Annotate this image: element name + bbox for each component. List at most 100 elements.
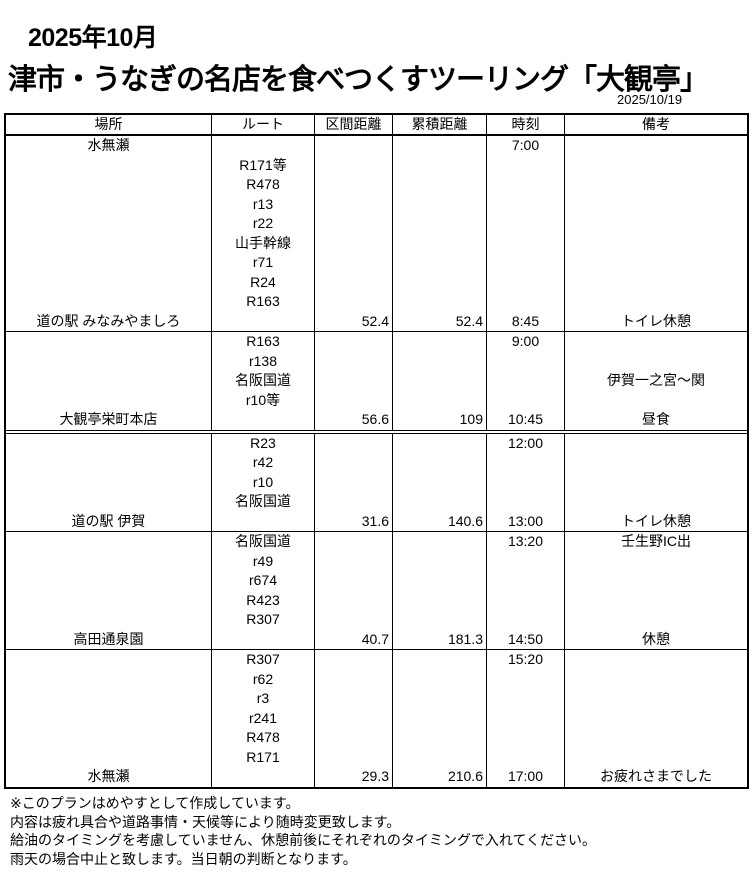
section-distance: 52.4 xyxy=(361,312,389,329)
place-name: 道の駅 伊賀 xyxy=(71,512,146,529)
place-name: 道の駅 みなみやましろ xyxy=(36,312,181,329)
route-item: r10 xyxy=(252,473,274,490)
route-item: R307 xyxy=(246,651,280,667)
header-place: 場所 xyxy=(6,115,212,134)
route-cell: R307 r62 r3 r241 R478 R171 xyxy=(212,650,315,787)
route-item: 名阪国道 xyxy=(235,533,291,549)
note-text: 昼食 xyxy=(642,411,670,427)
route-item: R171等 xyxy=(239,156,287,173)
header-distance: 区間距離 xyxy=(315,115,393,134)
time-value: 9:00 xyxy=(511,333,540,349)
route-item: R171 xyxy=(246,748,280,765)
time-value: 17:00 xyxy=(507,768,544,784)
time-value: 15:20 xyxy=(507,651,544,667)
table-header: 場所 ルート 区間距離 累積距離 時刻 備考 xyxy=(6,115,747,136)
place-name: 大観亭栄町本店 xyxy=(59,411,158,427)
section-distance: 29.3 xyxy=(361,768,389,784)
footnote: 雨天の場合中止と致します。当日朝の判断となります。 xyxy=(10,850,357,867)
route-item: R307 xyxy=(246,611,280,627)
route-item: R23 xyxy=(250,434,276,451)
footnote: 内容は疲れ具合や道路事情・天候等により随時変更致します。 xyxy=(10,813,401,830)
distance-cell: 52.4 xyxy=(315,136,393,331)
time-cell: 15:20 17:00 xyxy=(487,650,565,787)
distance-cell: 56.6 xyxy=(315,332,393,430)
cumulative-cell: 210.6 xyxy=(393,650,487,787)
cumulative-distance: 109 xyxy=(459,411,483,427)
cumulative-cell: 52.4 xyxy=(393,136,487,331)
route-cell: 名阪国道 r49 r674 R423 R307 xyxy=(212,532,315,649)
route-item: r3 xyxy=(256,690,270,706)
route-item: 名阪国道 xyxy=(235,372,291,388)
footnote: ※このプランはめやすとして作成しています。 xyxy=(10,795,300,811)
route-cell: R163 r138 名阪国道 r10等 xyxy=(212,332,315,430)
section-distance: 56.6 xyxy=(361,411,389,427)
place-cell: 高田通泉園 xyxy=(6,532,212,649)
notes-cell: 壬生野IC出 休憩 xyxy=(565,532,747,649)
date-label: 2025/10/19 xyxy=(617,92,683,107)
time-value: 13:00 xyxy=(507,512,544,529)
cumulative-cell: 140.6 xyxy=(393,433,487,531)
route-item: r49 xyxy=(252,552,274,569)
cumulative-cell: 109 xyxy=(393,332,487,430)
route-item: R163 xyxy=(246,293,280,309)
route-item: R163 xyxy=(246,333,280,349)
route-item: r138 xyxy=(248,352,278,369)
notes-cell: 伊賀一之宮～関 昼食 xyxy=(565,332,747,430)
place-cell: 道の駅 伊賀 xyxy=(6,433,212,531)
time-cell: 9:00 10:45 xyxy=(487,332,565,430)
note-text: 壬生野IC出 xyxy=(621,533,691,549)
note-text: トイレ休憩 xyxy=(621,312,691,329)
notes-cell: トイレ休憩 xyxy=(565,136,747,331)
route-item: 名阪国道 xyxy=(235,493,291,509)
route-item: r10等 xyxy=(245,391,281,408)
cumulative-distance: 210.6 xyxy=(447,768,483,784)
route-item: r71 xyxy=(252,254,274,270)
header-cumulative: 累積距離 xyxy=(393,115,487,134)
schedule-table: 場所 ルート 区間距離 累積距離 時刻 備考 水無瀬 道の駅 みなみやましろ R17… xyxy=(4,113,749,789)
note-text: 伊賀一之宮～関 xyxy=(607,372,705,388)
cumulative-distance: 52.4 xyxy=(455,312,483,329)
time-value: 13:20 xyxy=(507,533,544,549)
time-value: 8:45 xyxy=(511,312,540,329)
cumulative-distance: 181.3 xyxy=(447,630,483,647)
time-value: 12:00 xyxy=(507,434,544,451)
route-item: R24 xyxy=(250,273,276,290)
place-cell: 大観亭栄町本店 xyxy=(6,332,212,430)
notes-cell: トイレ休憩 xyxy=(565,434,747,532)
header-time: 時刻 xyxy=(487,115,565,134)
note-text: お疲れさまでした xyxy=(600,768,712,784)
route-item: R478 xyxy=(246,729,280,745)
distance-cell: 29.3 xyxy=(315,650,393,787)
place-cell: 水無瀬道の駅 みなみやましろ xyxy=(6,136,212,331)
route-item: r241 xyxy=(248,709,278,726)
place-name: 高田通泉園 xyxy=(73,630,144,647)
route-item: r13 xyxy=(252,195,274,212)
route-item: r22 xyxy=(252,215,274,231)
place-name: 水無瀬 xyxy=(87,137,130,153)
table-section: 水無瀬 道の駅 みなみやましろ R171等 R478 r13 r22 山手幹線 r71 R24 R… xyxy=(6,136,747,332)
route-cell: R171等 R478 r13 r22 山手幹線 r71 R24 R163 xyxy=(212,136,315,331)
route-item: 山手幹線 xyxy=(235,234,291,251)
route-item: r674 xyxy=(248,572,278,588)
time-cell: 12:00 13:00 xyxy=(487,433,565,531)
note-text: トイレ休憩 xyxy=(621,512,691,529)
route-item: R423 xyxy=(246,591,280,608)
place-cell: 水無瀬 xyxy=(6,650,212,787)
route-item: r42 xyxy=(252,454,274,470)
footnotes: ※このプランはめやすとして作成しています。 内容は疲れ具合や道路事情・天候等によ… xyxy=(10,794,596,868)
time-cell: 7:00 8:45 xyxy=(487,136,565,331)
place-name: 水無瀬 xyxy=(87,768,130,784)
cumulative-distance: 140.6 xyxy=(447,512,483,529)
table-section: 高田通泉園 名阪国道 r49 r674 R423 R307 40.7 181.3 13:20 14… xyxy=(6,532,747,650)
header-route: ルート xyxy=(212,115,315,134)
distance-cell: 31.6 xyxy=(315,433,393,531)
table-section: 道の駅 伊賀 R23 r42 r10 名阪国道 31.6 140.6 12:00 13:00 トイ… xyxy=(6,433,747,532)
section-distance: 40.7 xyxy=(361,630,389,647)
table-section: 大観亭栄町本店 R163 r138 名阪国道 r10等 56.6 109 9:00 10:45 伊… xyxy=(6,332,747,434)
route-cell: R23 r42 r10 名阪国道 xyxy=(212,433,315,531)
route-item: r62 xyxy=(252,670,274,687)
table-section: 水無瀬 R307 r62 r3 r241 R478 R171 29.3 210.6 15:20 17… xyxy=(6,650,747,787)
time-value: 7:00 xyxy=(511,137,540,153)
distance-cell: 40.7 xyxy=(315,532,393,649)
